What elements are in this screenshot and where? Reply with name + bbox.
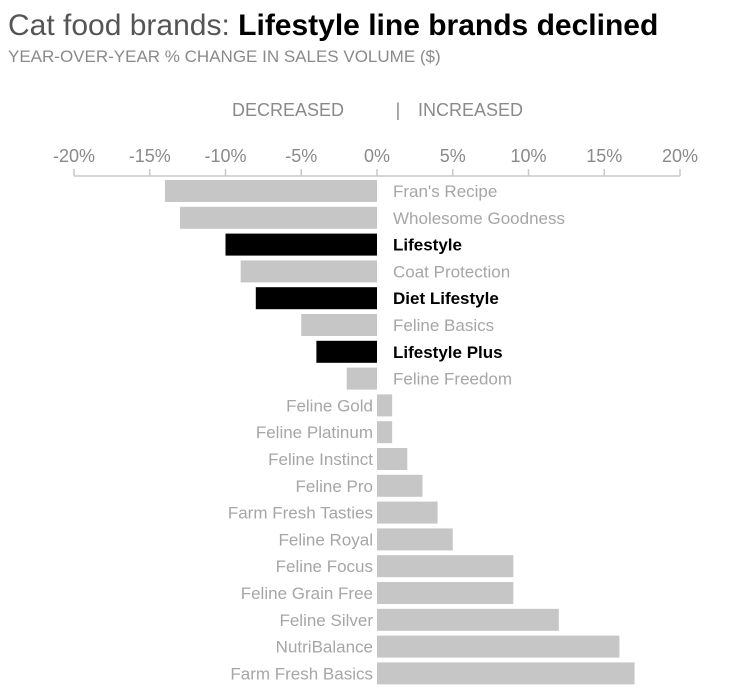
x-tick-label: 20% [662, 146, 698, 166]
bar-feline-platinum [377, 421, 393, 444]
category-label: Feline Gold [286, 396, 373, 415]
bar-feline-basics [301, 314, 377, 336]
bar-feline-silver [377, 608, 559, 631]
bar-feline-gold [377, 394, 393, 417]
category-label: Feline Freedom [393, 370, 512, 389]
bar-feline-freedom [346, 367, 377, 390]
bar-fran-s-recipe [164, 180, 377, 202]
bar-lifestyle-plus [316, 340, 377, 363]
category-label: Feline Royal [279, 530, 374, 549]
category-label: Fran's Recipe [393, 182, 497, 201]
x-tick-label: 15% [586, 146, 622, 166]
x-tick-label: -20% [53, 146, 95, 166]
category-label: Lifestyle Plus [393, 343, 503, 362]
bar-feline-focus [377, 555, 514, 578]
bars [164, 180, 635, 685]
category-labels: Fran's Recipe Wholesome Goodness Lifestyle… [228, 182, 565, 683]
category-label: Wholesome Goodness [393, 209, 565, 228]
category-label: Feline Instinct [268, 450, 373, 469]
bar-wholesome-goodness [180, 206, 377, 229]
decreased-label: DECREASED [232, 100, 344, 120]
chart-title: Cat food brands: Lifestyle line brands d… [8, 9, 658, 42]
chart-subtitle: YEAR-OVER-YEAR % CHANGE IN SALES VOLUME … [8, 47, 441, 66]
category-label: Feline Basics [393, 316, 494, 335]
category-label: Farm Fresh Tasties [228, 504, 373, 523]
category-label: Feline Pro [296, 477, 373, 496]
x-tick-label: 0% [364, 146, 390, 166]
bar-feline-instinct [377, 448, 408, 470]
category-label: NutriBalance [276, 638, 373, 657]
x-tick-label: -10% [204, 146, 246, 166]
category-label: Coat Protection [393, 262, 510, 281]
increased-label: INCREASED [418, 100, 523, 120]
bar-lifestyle [225, 233, 377, 256]
bar-farm-fresh-basics [377, 662, 635, 685]
category-label: Feline Focus [276, 557, 373, 576]
bar-feline-grain-free [377, 582, 514, 604]
x-tick-label: -5% [285, 146, 317, 166]
bar-feline-pro [377, 474, 423, 497]
category-label: Feline Silver [279, 611, 373, 630]
x-tick-label: 5% [440, 146, 466, 166]
bar-farm-fresh-tasties [377, 501, 438, 524]
category-label: Diet Lifestyle [393, 289, 499, 308]
category-label: Lifestyle [393, 236, 462, 255]
x-tick-label: 10% [510, 146, 546, 166]
category-label: Feline Grain Free [241, 584, 373, 603]
bar-diet-lifestyle [255, 287, 377, 310]
category-label: Farm Fresh Basics [230, 664, 373, 683]
direction-separator: | [396, 100, 401, 120]
bar-feline-royal [377, 528, 453, 551]
chart-title-prefix: Cat food brands: [8, 9, 238, 42]
category-label: Feline Platinum [256, 423, 373, 442]
x-axis: -20% -15% -10% -5% 0% 5% 10% 15% 20% [53, 146, 698, 177]
x-tick-label: -15% [129, 146, 171, 166]
bar-nutribalance [377, 635, 620, 658]
chart-title-emphasis: Lifestyle line brands declined [238, 9, 658, 42]
bar-coat-protection [240, 260, 377, 283]
